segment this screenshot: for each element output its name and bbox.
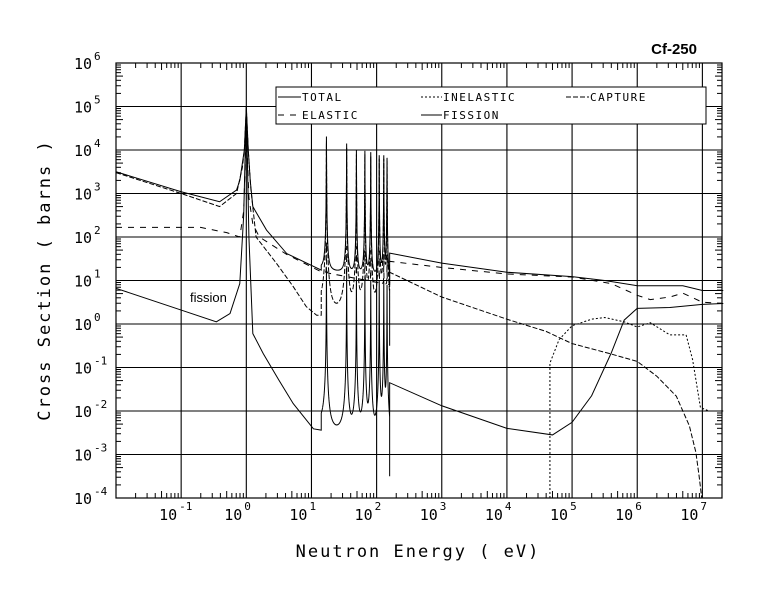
x-tick-base: 10 — [159, 506, 177, 524]
y-tick-exponent: 2 — [94, 224, 101, 237]
y-tick-exponent: -2 — [94, 398, 107, 411]
x-tick-base: 10 — [550, 506, 568, 524]
series-capture — [115, 108, 703, 499]
x-tick-exponent: 0 — [244, 500, 251, 513]
y-tick-exponent: 1 — [94, 268, 101, 281]
legend-label-fission: FISSION — [443, 109, 500, 122]
x-tick-exponent: 1 — [309, 500, 316, 513]
y-tick-base: 10 — [74, 142, 92, 160]
fission-annotation: fission — [190, 290, 227, 305]
y-tick-base: 10 — [74, 316, 92, 334]
y-tick-base: 10 — [74, 490, 92, 508]
y-tick-exponent: -3 — [94, 442, 107, 455]
y-tick-exponent: 5 — [94, 94, 101, 107]
series-inelastic — [549, 316, 724, 498]
y-tick-exponent: -4 — [94, 485, 108, 498]
x-tick-exponent: 5 — [570, 500, 577, 513]
plot-frame — [115, 62, 723, 499]
series-elastic — [116, 128, 724, 305]
x-tick-base: 10 — [420, 506, 438, 524]
y-tick-exponent: 3 — [94, 181, 101, 194]
y-tick-base: 10 — [74, 447, 92, 465]
y-tick-exponent: 4 — [94, 137, 101, 150]
x-axis-label: Neutron Energy ( eV) — [296, 542, 541, 562]
y-tick-base: 10 — [74, 229, 92, 247]
legend: TOTAL INELASTIC CAPTURE ELASTIC FISSION — [275, 86, 707, 125]
x-tick-exponent: 6 — [635, 500, 642, 513]
series-total — [115, 106, 724, 291]
x-tick-base: 10 — [615, 506, 633, 524]
y-tick-exponent: -1 — [94, 355, 107, 368]
x-tick-base: 10 — [355, 506, 373, 524]
y-tick-base: 10 — [74, 55, 92, 73]
x-tick-exponent: 7 — [700, 500, 707, 513]
grid — [116, 63, 722, 498]
x-tick-exponent: 2 — [375, 500, 382, 513]
x-tick-exponent: -1 — [179, 500, 192, 513]
legend-label-elastic: ELASTIC — [302, 109, 359, 122]
legend-label-total: TOTAL — [302, 91, 343, 104]
y-axis-label: Cross Section ( barns ) — [35, 139, 55, 420]
y-tick-exponent: 6 — [94, 50, 101, 63]
curves — [115, 106, 724, 499]
y-tick-base: 10 — [74, 186, 92, 204]
x-tick-base: 10 — [485, 506, 503, 524]
x-tick-base: 10 — [680, 506, 698, 524]
x-tick-base: 10 — [289, 506, 307, 524]
legend-label-capture: CAPTURE — [590, 91, 647, 104]
y-tick-base: 10 — [74, 99, 92, 117]
x-tick-exponent: 4 — [505, 500, 512, 513]
legend-box — [275, 86, 707, 125]
x-tick-exponent: 3 — [440, 500, 447, 513]
tick-labels: 10 -1 10 0 10 1 10 2 10 3 10 4 10 5 10 6 10 710 -410 -310 -2… — [74, 50, 707, 524]
y-tick-base: 10 — [74, 360, 92, 378]
y-tick-base: 10 — [74, 403, 92, 421]
x-tick-base: 10 — [224, 506, 242, 524]
y-tick-exponent: 0 — [94, 311, 101, 324]
legend-label-inelastic: INELASTIC — [443, 91, 516, 104]
y-tick-base: 10 — [74, 273, 92, 291]
series-fission — [115, 106, 724, 477]
chart-title: Cf-250 — [651, 41, 697, 58]
